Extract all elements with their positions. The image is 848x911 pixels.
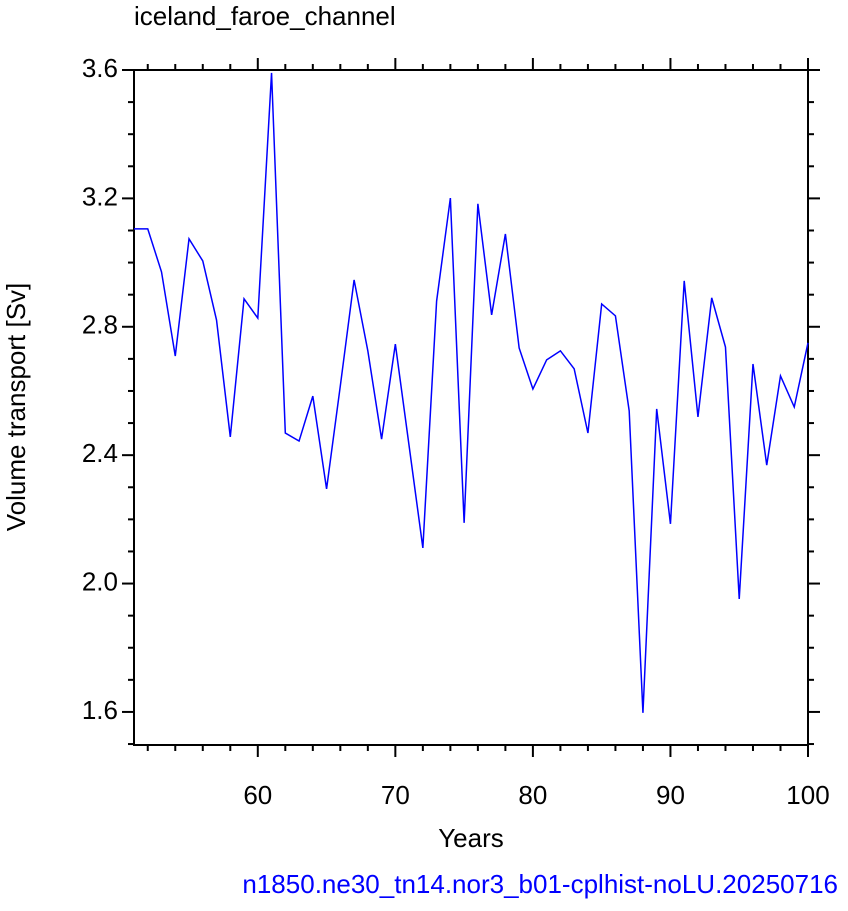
x-tick-label: 70 xyxy=(381,780,410,810)
x-tick-label: 60 xyxy=(243,780,272,810)
x-tick-label: 100 xyxy=(786,780,829,810)
y-tick-label: 1.6 xyxy=(82,695,118,725)
x-tick-label: 90 xyxy=(656,780,685,810)
y-tick-label: 2.4 xyxy=(82,438,118,468)
y-tick-label: 2.0 xyxy=(82,566,118,596)
x-axis-label: Years xyxy=(438,823,504,853)
y-tick-label: 2.8 xyxy=(82,310,118,340)
y-axis-label: Volume transport [Sv] xyxy=(1,283,31,532)
chart-title: iceland_faroe_channel xyxy=(134,1,396,31)
x-tick-label: 80 xyxy=(518,780,547,810)
subtitle: n1850.ne30_tn14.nor3_b01-cplhist-noLU.20… xyxy=(242,869,838,899)
y-tick-label: 3.6 xyxy=(82,53,118,83)
y-tick-label: 3.2 xyxy=(82,181,118,211)
plot-frame xyxy=(133,69,809,746)
data-line xyxy=(134,72,809,713)
